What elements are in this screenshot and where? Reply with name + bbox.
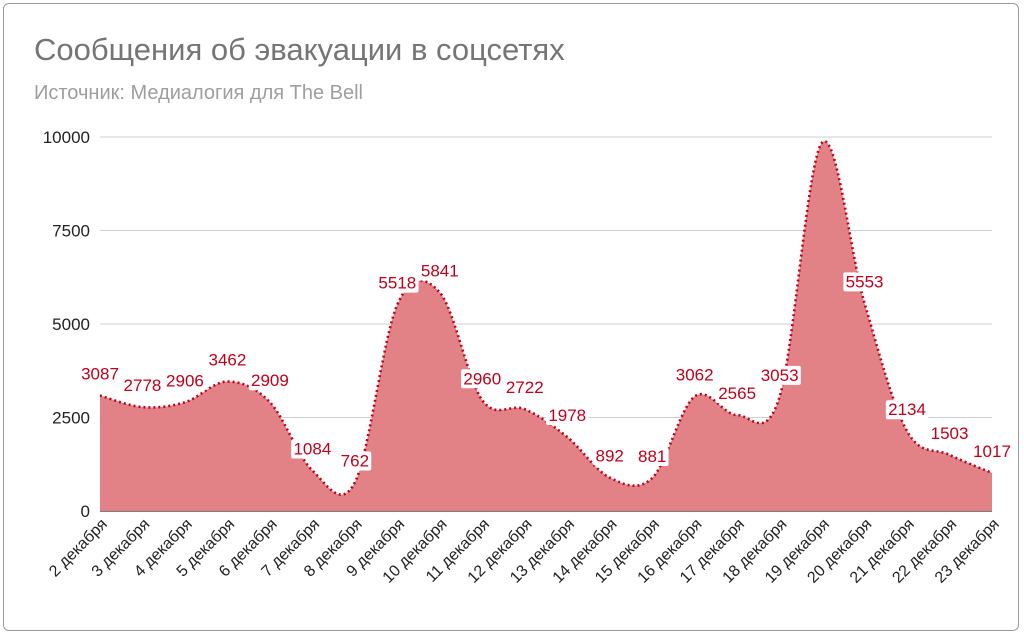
y-tick-label: 2500 <box>52 409 90 428</box>
data-label-bg <box>376 273 419 293</box>
data-label-bg <box>163 371 207 391</box>
data-label-bg <box>843 272 886 292</box>
data-label: 3062 <box>676 365 714 384</box>
data-label: 2778 <box>124 376 162 395</box>
data-label: 1503 <box>931 424 969 443</box>
data-label: 5841 <box>421 262 459 281</box>
data-label: 1978 <box>548 406 586 425</box>
data-label-bg <box>206 350 249 370</box>
data-label: 2960 <box>463 369 501 388</box>
data-label-bg <box>635 447 669 467</box>
data-label: 5518 <box>378 274 416 293</box>
data-label: 1017 <box>973 442 1011 461</box>
data-label: 3087 <box>81 365 119 384</box>
data-label: 3462 <box>209 351 247 370</box>
data-label-bg <box>673 365 716 385</box>
y-tick-label: 5000 <box>52 315 90 334</box>
data-label-bg <box>248 371 292 391</box>
area-fill <box>100 141 992 511</box>
data-label-bg <box>715 384 759 404</box>
data-label-bg <box>593 446 627 466</box>
data-label-bg <box>78 364 122 384</box>
data-label: 762 <box>341 452 369 471</box>
y-tick-label: 0 <box>81 502 90 521</box>
data-label-bg <box>338 451 372 471</box>
data-label: 5553 <box>846 272 884 291</box>
series-line <box>99 140 993 496</box>
data-label-bg <box>758 365 801 385</box>
data-label-bg <box>885 400 929 420</box>
data-label: 2134 <box>888 400 926 419</box>
data-label-bg <box>461 369 504 389</box>
data-label: 2906 <box>166 371 204 390</box>
data-label: 2565 <box>718 384 756 403</box>
chart-title: Сообщения об эвакуации в соцсетях <box>34 32 565 67</box>
area-series <box>99 140 993 511</box>
data-label: 881 <box>638 447 666 466</box>
data-label: 3053 <box>761 366 799 385</box>
y-tick-label: 7500 <box>52 222 90 241</box>
data-label: 892 <box>596 447 624 466</box>
data-label: 2722 <box>506 378 544 397</box>
y-tick-label: 10000 <box>43 128 90 147</box>
data-label-bg <box>970 441 1014 461</box>
data-label-bg <box>546 406 589 426</box>
data-label: 2909 <box>251 371 289 390</box>
data-label-bg <box>928 423 971 443</box>
chart-subtitle: Источник: Медиалогия для The Bell <box>34 82 363 104</box>
data-label-bg <box>121 376 164 396</box>
data-label: 1084 <box>293 439 331 458</box>
data-label-bg <box>503 378 546 398</box>
data-label-bg <box>291 439 334 459</box>
data-label-bg <box>418 261 462 281</box>
y-axis: 0 2500 5000 7500 10000 <box>43 128 90 521</box>
